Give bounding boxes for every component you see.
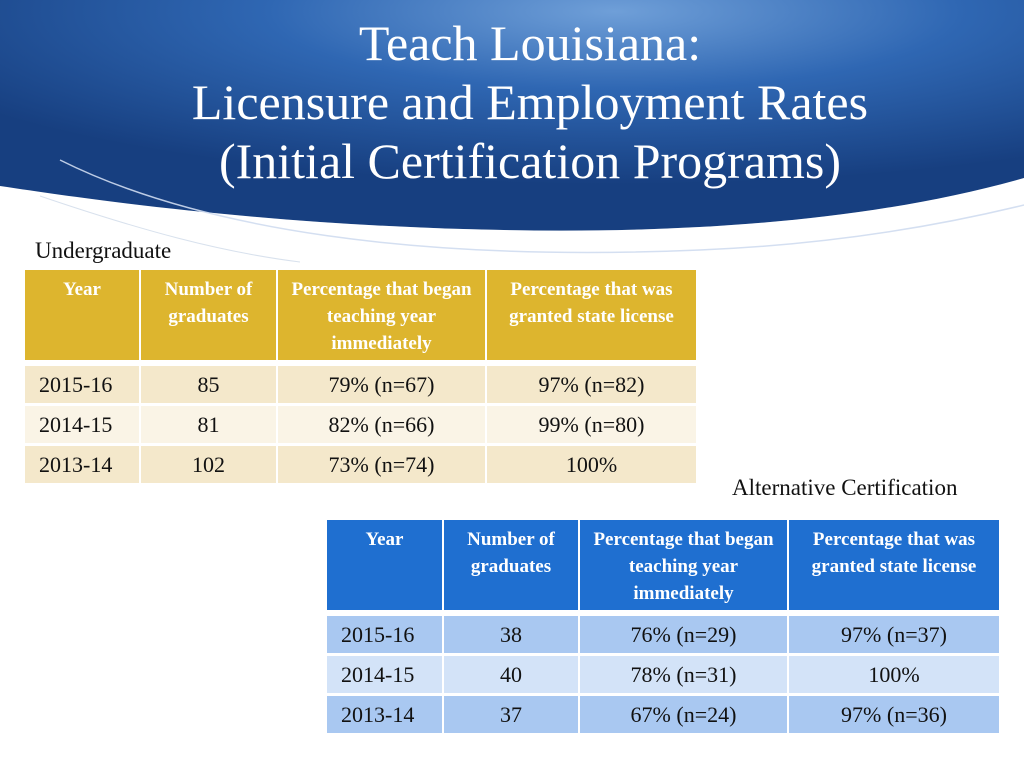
table-row: 2014-15 40 78% (n=31) 100% [327,656,999,696]
header-year: Year [25,270,141,366]
cell-graduates: 38 [444,616,580,656]
header-state-license: Percentage that was granted state licens… [789,520,999,616]
header-began-teaching: Percentage that began teaching year imme… [278,270,487,366]
cell-began-teaching: 76% (n=29) [580,616,789,656]
cell-state-license: 97% (n=82) [487,366,696,406]
cell-graduates: 102 [141,446,278,486]
header-year: Year [327,520,444,616]
cell-state-license: 97% (n=37) [789,616,999,656]
cell-began-teaching: 67% (n=24) [580,696,789,736]
cell-state-license: 99% (n=80) [487,406,696,446]
table-row: 2014-15 81 82% (n=66) 99% (n=80) [25,406,696,446]
cell-year: 2013-14 [25,446,141,486]
cell-began-teaching: 78% (n=31) [580,656,789,696]
header-state-license: Percentage that was granted state licens… [487,270,696,366]
title-banner [0,0,1024,263]
cell-year: 2015-16 [327,616,444,656]
cell-began-teaching: 82% (n=66) [278,406,487,446]
cell-graduates: 40 [444,656,580,696]
cell-state-license: 97% (n=36) [789,696,999,736]
banner-accent-curve [59,159,1024,254]
title-line-3: (Initial Certification Programs) [218,133,842,189]
cell-graduates: 81 [141,406,278,446]
alternative-certification-table: Year Number of graduates Percentage that… [327,520,999,736]
table-header-row: Year Number of graduates Percentage that… [327,520,999,616]
table-header-row: Year Number of graduates Percentage that… [25,270,696,366]
undergraduate-table: Year Number of graduates Percentage that… [25,270,696,486]
cell-year: 2015-16 [25,366,141,406]
banner-sweep-line [0,178,1024,241]
cell-graduates: 37 [444,696,580,736]
header-graduates: Number of graduates [444,520,580,616]
cell-state-license: 100% [487,446,696,486]
undergraduate-label: Undergraduate [35,238,172,263]
banner-shape [0,0,1024,231]
cell-graduates: 85 [141,366,278,406]
cell-year: 2014-15 [327,656,444,696]
banner-faint-ray [39,195,301,263]
page-title: Teach Louisiana: Licensure and Employmen… [90,14,970,191]
table-row: 2015-16 85 79% (n=67) 97% (n=82) [25,366,696,406]
header-graduates: Number of graduates [141,270,278,366]
cell-year: 2014-15 [25,406,141,446]
cell-began-teaching: 79% (n=67) [278,366,487,406]
title-line-2: Licensure and Employment Rates [191,74,869,130]
cell-state-license: 100% [789,656,999,696]
table-row: 2013-14 37 67% (n=24) 97% (n=36) [327,696,999,736]
cell-year: 2013-14 [327,696,444,736]
alternative-certification-label: Alternative Certification [732,475,958,500]
header-began-teaching: Percentage that began teaching year imme… [580,520,789,616]
table-row: 2013-14 102 73% (n=74) 100% [25,446,696,486]
title-line-1: Teach Louisiana: [358,15,702,71]
cell-began-teaching: 73% (n=74) [278,446,487,486]
table-row: 2015-16 38 76% (n=29) 97% (n=37) [327,616,999,656]
